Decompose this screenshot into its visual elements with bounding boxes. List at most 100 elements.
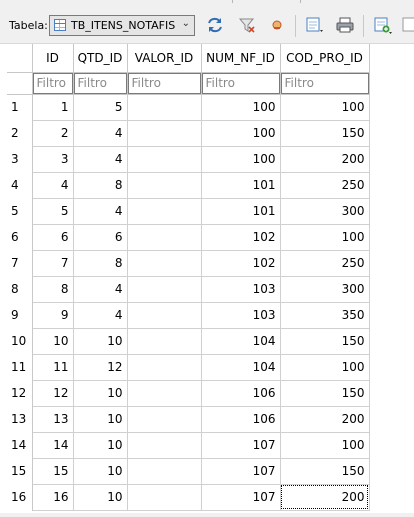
row-number[interactable]: 13 [7, 406, 33, 432]
cell-valor-id[interactable] [127, 354, 202, 381]
table-row[interactable]: 3 3 4 100 200 [7, 146, 370, 173]
cell-valor-id[interactable] [127, 120, 202, 147]
cell-cod-pro-id[interactable]: 350 [280, 302, 370, 329]
cell-cod-pro-id[interactable]: 250 [280, 172, 370, 199]
cell-valor-id[interactable] [127, 94, 202, 121]
row-number[interactable]: 1 [7, 94, 33, 120]
cell-valor-id[interactable] [127, 328, 202, 355]
cell-qtd-id[interactable]: 4 [73, 276, 128, 303]
table-row[interactable]: 13 13 10 106 200 [7, 406, 370, 433]
cell-qtd-id[interactable]: 4 [73, 302, 128, 329]
cell-cod-pro-id[interactable]: 200 [280, 146, 370, 173]
cell-id[interactable]: 16 [32, 484, 74, 511]
table-row[interactable]: 11 11 12 104 100 [7, 354, 370, 381]
cell-cod-pro-id[interactable]: 150 [280, 458, 370, 485]
column-header-num-nf-id[interactable]: NUM_NF_ID [201, 44, 281, 73]
cell-qtd-id[interactable]: 6 [73, 224, 128, 251]
cell-id[interactable]: 15 [32, 458, 74, 485]
table-row[interactable]: 12 12 10 106 150 [7, 380, 370, 407]
filter-input-num-nf-id[interactable] [201, 72, 280, 94]
table-row[interactable]: 7 7 8 102 250 [7, 250, 370, 277]
row-number[interactable]: 14 [7, 432, 33, 458]
cell-qtd-id[interactable]: 4 [73, 198, 128, 225]
cell-cod-pro-id[interactable]: 300 [280, 198, 370, 225]
cell-cod-pro-id[interactable]: 100 [280, 224, 370, 251]
row-number[interactable]: 11 [7, 354, 33, 380]
cell-num-nf-id[interactable]: 100 [201, 94, 281, 121]
cell-qtd-id[interactable]: 8 [73, 250, 128, 277]
cell-valor-id[interactable] [127, 432, 202, 459]
table-row[interactable]: 8 8 4 103 300 [7, 276, 370, 303]
cell-cod-pro-id[interactable]: 150 [280, 380, 370, 407]
table-row[interactable]: 6 6 6 102 100 [7, 224, 370, 251]
cell-num-nf-id[interactable]: 107 [201, 458, 281, 485]
filter-input-valor-id[interactable] [127, 72, 201, 94]
cell-num-nf-id[interactable]: 107 [201, 432, 281, 459]
cell-qtd-id[interactable]: 5 [73, 94, 128, 121]
column-header-valor-id[interactable]: VALOR_ID [127, 44, 202, 73]
cell-qtd-id[interactable]: 10 [73, 458, 128, 485]
cell-qtd-id[interactable]: 10 [73, 380, 128, 407]
row-number[interactable]: 2 [7, 120, 33, 146]
row-number[interactable]: 10 [7, 328, 33, 354]
table-select[interactable]: TB_ITENS_NOTAFIS ⌄ [49, 15, 195, 36]
print-button[interactable] [333, 13, 357, 37]
row-number[interactable]: 12 [7, 380, 33, 406]
cell-id[interactable]: 2 [32, 120, 74, 147]
table-row[interactable]: 4 4 8 101 250 [7, 172, 370, 199]
cell-num-nf-id[interactable]: 101 [201, 198, 281, 225]
cell-cod-pro-id[interactable]: 150 [280, 120, 370, 147]
row-number[interactable]: 3 [7, 146, 33, 172]
cell-num-nf-id[interactable]: 102 [201, 224, 281, 251]
horizontal-scrollbar[interactable] [0, 513, 414, 517]
table-row[interactable]: 16 16 10 107 200 [7, 484, 370, 511]
cell-valor-id[interactable] [127, 302, 202, 329]
cell-num-nf-id[interactable]: 104 [201, 328, 281, 355]
cell-qtd-id[interactable]: 10 [73, 484, 128, 511]
table-row[interactable]: 1 1 5 100 100 [7, 94, 370, 121]
cell-id[interactable]: 9 [32, 302, 74, 329]
cell-cod-pro-id[interactable]: 100 [280, 94, 370, 121]
column-header-cod-pro-id[interactable]: COD_PRO_ID [280, 44, 370, 73]
cell-cod-pro-id[interactable]: 300 [280, 276, 370, 303]
cell-cod-pro-id[interactable]: 200 [280, 406, 370, 433]
export-button[interactable] [371, 13, 395, 37]
cell-valor-id[interactable] [127, 458, 202, 485]
column-header-qtd-id[interactable]: QTD_ID [73, 44, 128, 73]
cell-num-nf-id[interactable]: 102 [201, 250, 281, 277]
row-number[interactable]: 16 [7, 484, 33, 510]
delete-record-button[interactable] [265, 13, 289, 37]
cell-valor-id[interactable] [127, 198, 202, 225]
table-row[interactable]: 5 5 4 101 300 [7, 198, 370, 225]
cell-num-nf-id[interactable]: 103 [201, 302, 281, 329]
cell-qtd-id[interactable]: 12 [73, 354, 128, 381]
table-row[interactable]: 15 15 10 107 150 [7, 458, 370, 485]
cell-cod-pro-id[interactable]: 150 [280, 328, 370, 355]
table-row[interactable]: 14 14 10 107 100 [7, 432, 370, 459]
cell-valor-id[interactable] [127, 224, 202, 251]
cell-id[interactable]: 13 [32, 406, 74, 433]
table-row[interactable]: 10 10 10 104 150 [7, 328, 370, 355]
cell-id[interactable]: 11 [32, 354, 74, 381]
cell-id[interactable]: 5 [32, 198, 74, 225]
row-number[interactable]: 9 [7, 302, 33, 328]
cell-id[interactable]: 14 [32, 432, 74, 459]
cell-num-nf-id[interactable]: 107 [201, 484, 281, 511]
cell-valor-id[interactable] [127, 406, 202, 433]
row-number[interactable]: 7 [7, 250, 33, 276]
cell-qtd-id[interactable]: 8 [73, 172, 128, 199]
cell-num-nf-id[interactable]: 104 [201, 354, 281, 381]
cell-id[interactable]: 8 [32, 276, 74, 303]
new-record-button[interactable] [303, 13, 327, 37]
cell-id[interactable]: 12 [32, 380, 74, 407]
cell-valor-id[interactable] [127, 172, 202, 199]
filter-input-qtd-id[interactable] [73, 72, 127, 94]
cell-cod-pro-id[interactable]: 250 [280, 250, 370, 277]
table-row[interactable]: 2 2 4 100 150 [7, 120, 370, 147]
cell-id[interactable]: 1 [32, 94, 74, 121]
row-number[interactable]: 8 [7, 276, 33, 302]
cell-cod-pro-id[interactable]: 100 [280, 432, 370, 459]
cell-id[interactable]: 4 [32, 172, 74, 199]
row-number[interactable]: 15 [7, 458, 33, 484]
column-header-id[interactable]: ID [32, 44, 74, 73]
